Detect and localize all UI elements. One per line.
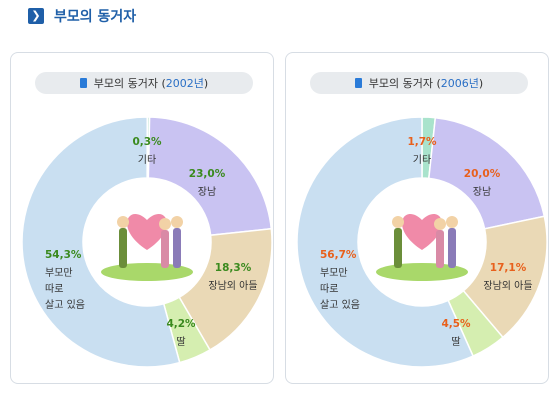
document-icon	[354, 78, 362, 88]
chart-panel-2006: 부모의 동거자 (2006년) 1,7% 기타 20,0% 장남 17,1% 장남외 아들…	[285, 52, 549, 384]
family-illustration	[101, 213, 193, 281]
slice-category-label: 부모만	[45, 267, 73, 279]
chart-title-text: 부모의 동거자	[93, 77, 158, 90]
slice-value-label: 56,7%	[320, 249, 357, 261]
family-illustration	[376, 213, 468, 281]
chart-panel-2002: 부모의 동거자 (2002년) 0,3% 기타 23,0% 장남 18,3% 장남외 아들…	[10, 52, 274, 384]
slice-value-label: 0,3%	[132, 136, 162, 148]
chart-title-year: 2002년	[165, 77, 204, 90]
slice-value-label: 1,7%	[407, 136, 437, 148]
slice-value-label: 17,1%	[490, 262, 527, 274]
slice-value-label: 20,0%	[464, 168, 501, 180]
slice-value-label: 18,3%	[215, 262, 252, 274]
slice-category-label: 따로	[45, 283, 63, 295]
slice-value-label: 23,0%	[189, 168, 226, 180]
slice-parents-only	[21, 116, 181, 368]
donut-chart-2002: 0,3% 기타 23,0% 장남 18,3% 장남외 아들 4,2% 딸 54,3% 부모만따로살…	[21, 116, 273, 368]
slice-category-label: 살고 있음	[45, 299, 85, 311]
slice-value-label: 4,5%	[441, 318, 471, 330]
chart-title-text: 부모의 동거자	[368, 77, 433, 90]
slice-category-label: 살고 있음	[320, 299, 360, 311]
donut-chart-2006: 1,7% 기타 20,0% 장남 17,1% 장남외 아들 4,5% 딸 56,7% 부모만따로살…	[296, 116, 548, 368]
chevron-right-icon: ❯	[28, 8, 44, 24]
chart-title-year: 2006년	[440, 77, 479, 90]
chart-title-2002: 부모의 동거자 (2002년)	[35, 72, 253, 94]
chart-title-2006: 부모의 동거자 (2006년)	[310, 72, 528, 94]
slice-parents-only	[296, 116, 475, 368]
slice-category-label: 딸	[176, 336, 185, 348]
slice-category-label: 장남외 아들	[208, 280, 257, 292]
page-header: ❯ 부모의 동거자	[28, 6, 136, 26]
slice-category-label: 부모만	[320, 267, 348, 279]
slice-value-label: 54,3%	[45, 249, 82, 261]
slice-category-label: 기타	[413, 154, 431, 166]
slice-category-label: 따로	[320, 283, 338, 295]
slice-eldest-son	[147, 116, 273, 237]
document-icon	[79, 78, 87, 88]
slice-category-label: 딸	[451, 336, 460, 348]
slice-category-label: 기타	[138, 154, 156, 166]
page-title: 부모의 동거자	[54, 9, 137, 25]
slice-value-label: 4,2%	[166, 318, 196, 330]
slice-category-label: 장남	[473, 186, 491, 198]
slice-category-label: 장남외 아들	[483, 280, 532, 292]
slice-category-label: 장남	[198, 186, 216, 198]
